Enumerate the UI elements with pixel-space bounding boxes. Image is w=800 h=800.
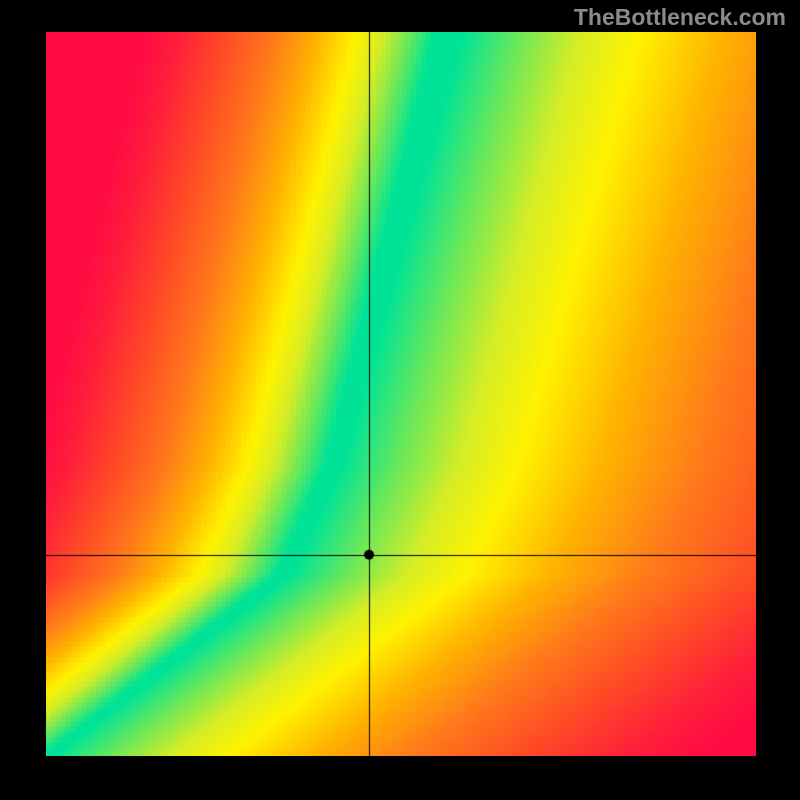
crosshair-overlay <box>46 32 756 756</box>
watermark-text: TheBottleneck.com <box>574 4 786 31</box>
chart-container: { "watermark": { "text": "TheBottleneck.… <box>0 0 800 800</box>
